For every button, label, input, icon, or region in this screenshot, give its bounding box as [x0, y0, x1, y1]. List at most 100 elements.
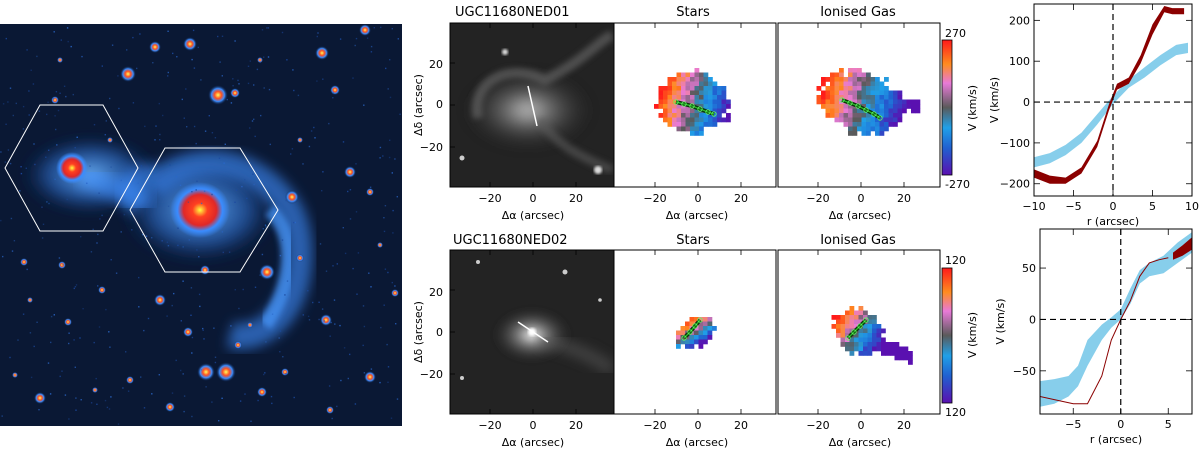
background-noise — [370, 45, 373, 48]
axis-marker — [673, 99, 679, 105]
gas-panel-title: Ionised Gas — [820, 5, 896, 20]
field-star — [183, 327, 193, 337]
background-noise — [162, 114, 164, 117]
velocity-pixel — [667, 117, 673, 123]
velocity-pixel — [858, 333, 864, 338]
velocity-pixel — [721, 104, 727, 109]
velocity-pixel — [872, 324, 877, 329]
velocity-pixel — [703, 104, 709, 109]
background-noise — [93, 341, 95, 344]
background-noise — [36, 321, 38, 323]
background-noise — [62, 264, 64, 266]
velocity-pixel — [857, 126, 862, 132]
velocity-pixel — [881, 351, 886, 356]
axis-marker — [839, 97, 845, 103]
background-noise — [142, 233, 144, 236]
velocity-pixel — [867, 346, 873, 352]
velocity-pixel — [858, 342, 864, 347]
velocity-pixel — [681, 126, 686, 132]
background-noise — [29, 332, 32, 334]
velocity-pixel — [672, 117, 677, 123]
background-noise — [55, 128, 57, 131]
velocity-pixel — [830, 90, 835, 96]
velocity-pixel — [863, 324, 868, 329]
velocity-pixel — [694, 117, 700, 123]
velocity-pixel — [884, 95, 889, 100]
background-noise — [152, 62, 154, 64]
velocity-pixel — [899, 355, 904, 361]
velocity-pixel — [890, 342, 895, 347]
background-noise — [383, 217, 385, 219]
background-noise — [321, 308, 324, 310]
background-noise — [20, 172, 23, 175]
background-noise — [391, 28, 393, 30]
velocity-pixel — [690, 86, 695, 91]
velocity-pixel — [848, 113, 853, 118]
background-noise — [20, 166, 22, 168]
velocity-pixel — [694, 90, 700, 96]
velocity-pixel — [897, 99, 903, 105]
velocity-pixel — [848, 126, 853, 132]
background-noise — [118, 107, 120, 110]
velocity-pixel — [888, 117, 894, 123]
velocity-pixel — [694, 108, 700, 114]
x-tick-label: −20 — [643, 419, 666, 432]
x-axis-label: r (arcsec) — [1087, 215, 1139, 228]
velocity-pixel — [825, 108, 831, 114]
field-star — [296, 254, 304, 262]
velocity-pixel — [857, 108, 862, 114]
velocity-pixel — [681, 90, 686, 96]
background-noise — [224, 143, 226, 145]
background-noise — [56, 144, 58, 146]
velocity-pixel — [672, 81, 677, 87]
background-noise — [265, 341, 267, 343]
velocity-pixel — [694, 81, 700, 87]
background-noise — [261, 253, 264, 256]
velocity-pixel — [672, 113, 677, 118]
velocity-pixel — [707, 321, 713, 327]
velocity-pixel — [836, 319, 841, 325]
background-noise — [204, 130, 207, 132]
velocity-pixel — [872, 346, 877, 352]
velocity-pixel — [875, 117, 880, 123]
background-noise — [143, 329, 145, 332]
velocity-pixel — [852, 131, 858, 136]
velocity-pixel — [839, 81, 844, 87]
velocity-pixel — [858, 351, 864, 356]
velocity-pixel — [685, 344, 690, 349]
background-noise — [247, 65, 250, 67]
background-noise — [328, 122, 330, 125]
velocity-pixel — [703, 113, 709, 118]
background-noise — [252, 173, 254, 175]
field-star — [364, 371, 376, 383]
background-noise — [366, 37, 369, 39]
background-noise — [22, 313, 25, 315]
background-noise — [76, 136, 78, 138]
background-noise — [279, 254, 282, 257]
velocity-pixel — [699, 90, 704, 96]
rotation-curve-plot-1: −10 −5 0 5 10 −200 −100 0 100 200 r (arcsec) V (km/… — [988, 3, 1199, 228]
background-noise — [17, 339, 19, 341]
field-star — [107, 137, 113, 143]
velocity-pixel — [879, 81, 885, 87]
velocity-pixel — [849, 337, 855, 343]
velocity-pixel — [858, 306, 864, 311]
background-noise — [104, 399, 107, 402]
velocity-pixel — [699, 126, 704, 132]
field-star — [57, 57, 63, 63]
velocity-pixel — [881, 342, 886, 347]
background-noise — [322, 171, 324, 173]
velocity-pixel — [821, 95, 826, 100]
velocity-pixel — [839, 72, 844, 78]
velocity-pixel — [816, 99, 822, 105]
background-noise — [356, 293, 358, 295]
background-noise — [223, 162, 225, 164]
background-noise — [362, 305, 365, 307]
x-tick-label: −10 — [1022, 200, 1045, 213]
x-tick-label: −20 — [806, 419, 829, 432]
background-noise — [250, 420, 252, 422]
velocity-pixel — [694, 122, 700, 127]
background-noise — [41, 237, 44, 239]
background-noise — [368, 272, 370, 274]
gas-velocity-map — [778, 23, 940, 187]
